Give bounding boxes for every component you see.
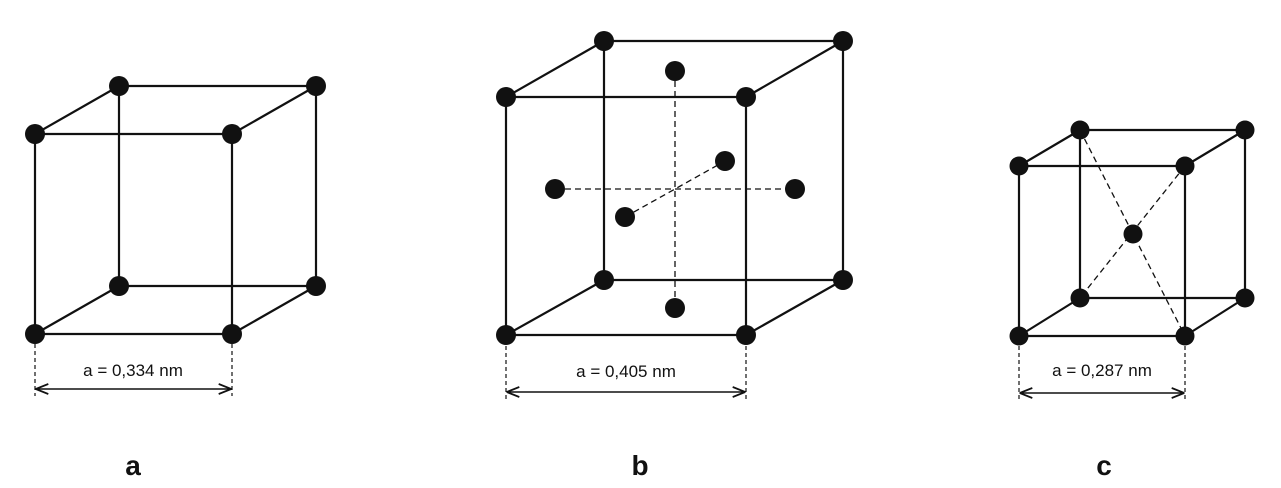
cube-c-body-center-atom — [1123, 224, 1143, 244]
cube-b-dimension-label: a = 0,405 nm — [576, 362, 676, 381]
cube-c-edges — [1017, 128, 1247, 338]
cube-c-dimension: a = 0,287 nm — [1018, 346, 1186, 400]
cube-b: a = 0,405 nm b — [496, 31, 853, 481]
cube-a-caption: a — [125, 450, 141, 481]
cube-c-dimension-label: a = 0,287 nm — [1052, 361, 1152, 380]
cube-b-caption: b — [631, 450, 648, 481]
cube-b-dimension: a = 0,405 nm — [505, 346, 747, 400]
cube-a-edges — [33, 84, 318, 336]
cube-a-corner-atoms — [25, 76, 326, 344]
cube-c-caption: c — [1096, 450, 1112, 481]
cube-b-corner-atoms — [496, 31, 853, 345]
cube-c-corner-atoms — [1009, 120, 1255, 346]
cube-b-edges — [504, 39, 845, 337]
cube-a: a = 0,334 nm a — [25, 76, 326, 481]
cube-c: a = 0,287 nm c — [1009, 120, 1255, 481]
cube-b-face-center-atoms — [545, 61, 805, 318]
cube-b-face-center-guides — [555, 71, 795, 308]
cube-a-dimension: a = 0,334 nm — [34, 344, 233, 396]
cube-a-dimension-label: a = 0,334 nm — [83, 361, 183, 380]
